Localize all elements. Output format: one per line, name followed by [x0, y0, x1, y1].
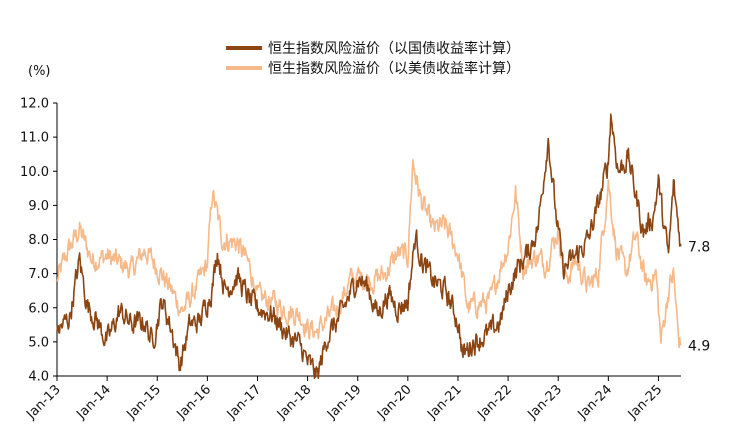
x-tick-label: Jan-24: [575, 382, 616, 423]
x-axis: Jan-13 Jan-14 Jan-15 Jan-16 Jan-17 Jan-18 Jan-…: [23, 375, 681, 423]
y-axis-unit-label: (%): [28, 64, 51, 79]
x-tick-label: Jan-15: [124, 382, 165, 423]
y-tick-label: 5.0: [28, 335, 49, 350]
series-line-cn-bond: [56, 113, 682, 380]
y-tick-label: 12.0: [20, 97, 49, 112]
x-tick-label: Jan-17: [224, 382, 265, 423]
x-tick-label: Jan-25: [625, 382, 666, 423]
legend-label: 恒生指数风险溢价（以美债收益率计算）: [268, 60, 520, 77]
x-tick-label: Jan-23: [525, 382, 566, 423]
y-tick-label: 9.0: [28, 199, 49, 214]
x-tick-label: Jan-19: [324, 382, 365, 423]
end-labels: 7.8 4.9: [688, 239, 710, 354]
y-tick-label: 7.0: [28, 267, 49, 282]
y-tick-label: 4.0: [28, 370, 49, 385]
series-end-label: 4.9: [688, 338, 710, 354]
y-tick-label: 8.0: [28, 233, 49, 248]
series-line-us-bond: [56, 158, 682, 349]
x-tick-label: Jan-20: [374, 382, 415, 423]
x-tick-label: Jan-16: [174, 382, 215, 423]
y-tick-label: 6.0: [28, 301, 49, 316]
chart-legend: 恒生指数风险溢价（以国债收益率计算） 恒生指数风险溢价（以美债收益率计算）: [226, 40, 520, 77]
x-tick-label: Jan-22: [474, 382, 515, 423]
y-tick-label: 10.0: [20, 165, 49, 180]
series-layer: [56, 113, 682, 380]
x-tick-label: Jan-13: [23, 382, 64, 423]
legend-label: 恒生指数风险溢价（以国债收益率计算）: [268, 40, 520, 57]
y-tick-label: 11.0: [20, 131, 49, 146]
x-tick-label: Jan-21: [424, 382, 465, 423]
x-tick-label: Jan-18: [274, 382, 315, 423]
x-tick-label: Jan-14: [73, 382, 114, 423]
y-axis: 4.0 5.0 6.0 7.0 8.0 9.0 10.0 11.0 12.0: [20, 97, 58, 385]
series-end-label: 7.8: [688, 239, 710, 255]
